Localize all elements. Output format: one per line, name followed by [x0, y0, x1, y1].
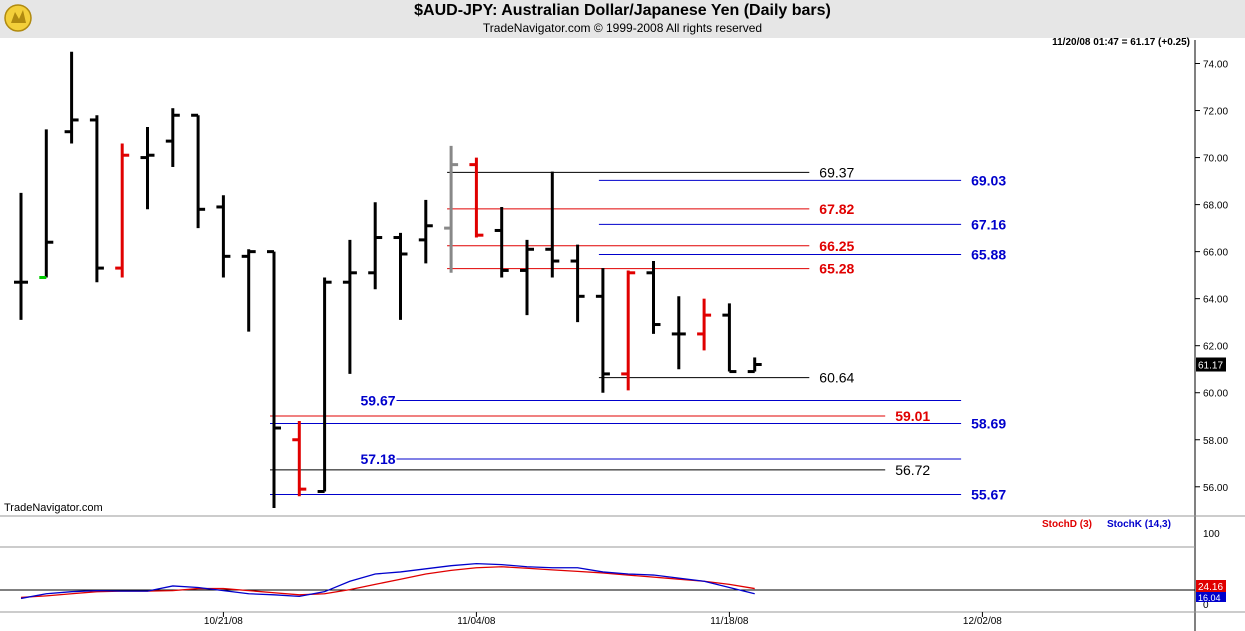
price-axis-label: 60.00 — [1203, 389, 1228, 400]
ohlc-bar — [747, 357, 762, 374]
ohlc-bar — [368, 202, 383, 290]
ohlc-bar — [342, 239, 357, 374]
stoch-axis-label: 0 — [1203, 600, 1209, 611]
ohlc-bar — [267, 250, 281, 508]
ohlc-bar — [595, 268, 610, 393]
level-label: 65.28 — [819, 261, 854, 277]
level-label: 66.25 — [819, 238, 854, 254]
chart-title: $AUD-JPY: Australian Dollar/Japanese Yen… — [414, 2, 831, 19]
ohlc-bar — [292, 420, 307, 497]
date-axis-label: 12/02/08 — [963, 616, 1002, 627]
price-readout: 11/20/08 01:47 = 61.17 (+0.25) — [1052, 37, 1190, 48]
level-label: 58.69 — [971, 416, 1006, 432]
ohlc-bar — [418, 199, 433, 264]
ohlc-bar — [241, 249, 256, 332]
ohlc-bar — [14, 192, 28, 320]
level-label: 69.37 — [819, 164, 854, 180]
level-label: 57.18 — [361, 451, 396, 467]
stoch-series-line — [20, 566, 755, 599]
price-axis-label: 72.00 — [1203, 107, 1228, 118]
ohlc-bar — [393, 232, 408, 320]
date-axis: 10/21/08 11/04/08 11/18/08 12/02/08 — [204, 612, 1002, 627]
ohlc-bar — [671, 296, 686, 370]
ohlc-bar — [64, 51, 79, 144]
ohlc-bar — [570, 244, 585, 323]
trade-navigator-logo-icon — [4, 4, 32, 32]
price-grid — [0, 40, 1245, 631]
ohlc-bar — [444, 145, 459, 273]
level-label: 67.82 — [819, 201, 854, 217]
ohlc-bar — [191, 113, 206, 229]
price-axis-label: 64.00 — [1203, 295, 1228, 306]
price-axis-label: 74.00 — [1203, 60, 1228, 71]
ohlc-bar — [140, 127, 155, 210]
ohlc-bar — [115, 143, 130, 278]
ohlc-bar — [317, 277, 332, 493]
ohlc-bar — [89, 115, 104, 283]
stochk-value-label: 16.04 — [1198, 593, 1221, 603]
ohlc-bar — [494, 206, 509, 278]
chart-subtitle: TradeNavigator.com © 1999-2008 All right… — [482, 21, 763, 35]
stochd-value-label: 24.16 — [1198, 582, 1223, 593]
level-label: 55.67 — [971, 487, 1006, 503]
chart-header: $AUD-JPY: Australian Dollar/Japanese Yen… — [0, 0, 1245, 38]
price-axis-label: 62.00 — [1203, 342, 1228, 353]
ohlc-bar — [545, 171, 560, 278]
level-label: 59.01 — [895, 408, 930, 424]
price-axis-label: 66.00 — [1203, 248, 1228, 259]
stochk-value-tag — [1196, 592, 1226, 602]
last-price-tag — [1196, 357, 1226, 372]
legend-stochd: StochD (3) — [1042, 519, 1092, 530]
legend-stochk: StochK (14,3) — [1107, 519, 1171, 530]
ohlc-bar — [469, 157, 484, 238]
price-axis: 56.00 58.00 60.00 62.00 64.00 66.00 68.00 70.00… — [1195, 60, 1228, 494]
ohlc-bar — [646, 261, 661, 334]
date-axis-label: 11/18/08 — [710, 616, 749, 627]
ohlc-bar — [697, 298, 712, 351]
date-axis-label: 10/21/08 — [204, 616, 243, 627]
level-label: 69.03 — [971, 172, 1006, 188]
stoch-axis-label: 100 — [1203, 529, 1220, 540]
stoch-series-line — [20, 562, 755, 600]
ohlc-bar — [722, 303, 737, 374]
price-axis-label: 56.00 — [1203, 483, 1228, 494]
level-label: 56.72 — [895, 462, 930, 478]
ohlc-bar — [621, 270, 636, 391]
level-label: 59.67 — [361, 392, 396, 408]
level-label: 67.16 — [971, 216, 1006, 232]
ohlc-bar — [39, 129, 54, 279]
ohlc-bar — [165, 108, 180, 167]
price-axis-label: 58.00 — [1203, 436, 1228, 447]
ohlc-bar — [520, 239, 534, 316]
price-levels: 69.37 69.03 67.82 67.16 66.25 65.88 65.28 60.64… — [270, 164, 1006, 503]
watermark-label: TradeNavigator.com — [4, 502, 103, 514]
level-label: 60.64 — [819, 370, 854, 386]
ohlc-bar — [216, 195, 231, 278]
last-price-tag-label: 61.17 — [1198, 361, 1223, 372]
price-axis-label: 70.00 — [1203, 154, 1228, 165]
level-label: 65.88 — [971, 246, 1006, 262]
date-axis-label: 11/04/08 — [457, 616, 496, 627]
stochd-value-tag — [1196, 580, 1226, 592]
price-bars — [14, 51, 762, 508]
price-axis-label: 68.00 — [1203, 201, 1228, 212]
